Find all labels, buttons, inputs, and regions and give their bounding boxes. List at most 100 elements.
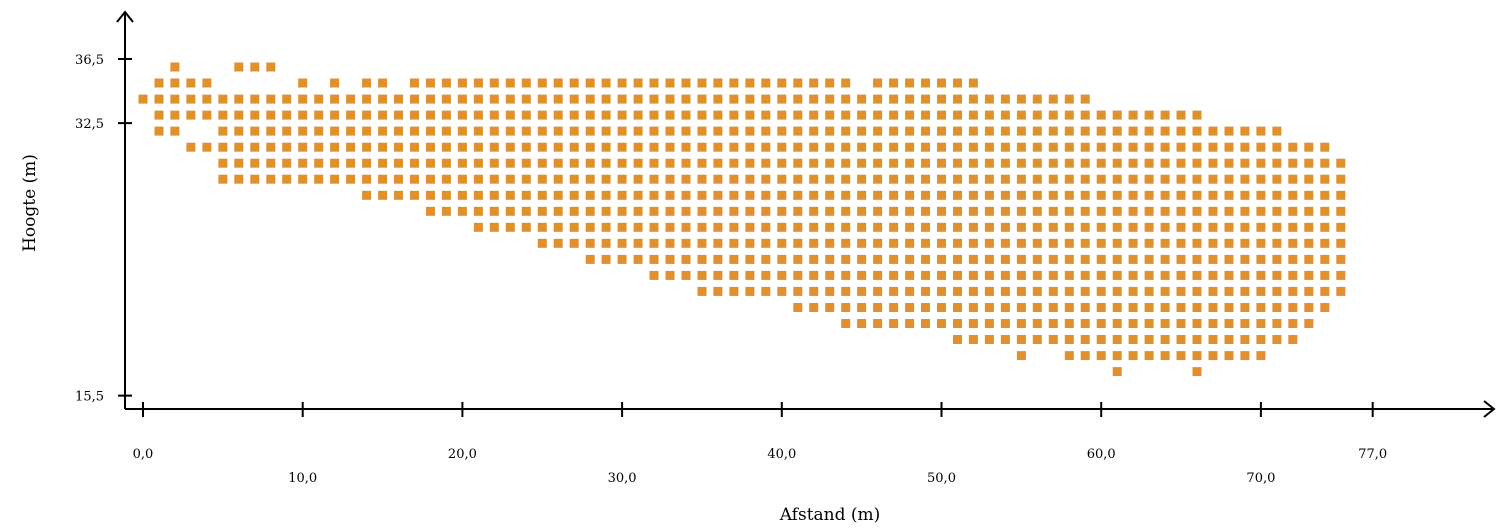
data-point <box>202 78 212 88</box>
data-point <box>825 78 835 88</box>
data-point <box>745 110 755 120</box>
data-point <box>681 270 691 280</box>
data-point <box>234 142 244 152</box>
data-point <box>633 174 643 184</box>
data-point <box>681 126 691 136</box>
data-point <box>681 142 691 152</box>
data-point <box>1320 174 1330 184</box>
data-point <box>601 190 611 200</box>
data-point <box>697 126 707 136</box>
data-point <box>170 62 180 72</box>
data-point <box>537 238 547 248</box>
data-point <box>777 270 787 280</box>
data-point <box>489 110 499 120</box>
data-point <box>585 254 595 264</box>
data-point <box>1224 319 1234 328</box>
data-point <box>1016 254 1026 264</box>
data-point <box>777 190 787 200</box>
data-point <box>1080 286 1090 296</box>
data-point <box>825 94 835 104</box>
x-tick-label: 40,0 <box>767 447 796 462</box>
data-point <box>793 174 803 184</box>
data-point <box>1320 222 1330 232</box>
data-point <box>905 142 915 152</box>
data-point <box>873 110 883 120</box>
data-point <box>1240 335 1250 344</box>
data-point <box>937 222 946 232</box>
data-point <box>266 158 276 168</box>
data-point <box>1256 222 1266 232</box>
data-point <box>473 206 483 216</box>
data-point <box>777 174 787 184</box>
data-point <box>441 158 451 168</box>
data-point <box>1112 335 1122 344</box>
data-point <box>761 238 771 248</box>
data-point <box>1064 222 1074 232</box>
data-point <box>873 142 883 152</box>
data-point <box>841 126 851 136</box>
data-point <box>1128 222 1138 232</box>
data-point <box>889 78 899 88</box>
data-point <box>984 319 994 328</box>
data-point <box>1016 286 1026 296</box>
data-point <box>457 174 467 184</box>
data-point <box>633 126 643 136</box>
data-point <box>1208 142 1218 152</box>
data-point <box>873 303 883 312</box>
data-point <box>745 158 755 168</box>
data-point <box>1000 238 1010 248</box>
data-point <box>1032 286 1042 296</box>
data-point <box>921 126 930 136</box>
data-point <box>441 110 451 120</box>
data-point <box>553 142 563 152</box>
data-point <box>1208 319 1218 328</box>
data-point <box>1016 126 1026 136</box>
data-point <box>809 78 819 88</box>
data-point <box>1176 270 1186 280</box>
data-point <box>1128 351 1138 361</box>
data-point <box>1128 110 1138 120</box>
data-point <box>713 174 723 184</box>
data-point <box>968 126 978 136</box>
data-point <box>298 110 308 120</box>
data-point <box>713 270 723 280</box>
data-point <box>1256 286 1266 296</box>
data-point <box>489 174 499 184</box>
data-point <box>250 126 260 136</box>
data-point <box>968 94 978 104</box>
data-point <box>968 190 978 200</box>
data-point <box>426 190 435 200</box>
data-point <box>1176 206 1186 216</box>
data-point <box>489 222 499 232</box>
data-point <box>346 126 356 136</box>
data-point <box>649 158 659 168</box>
data-point <box>953 206 962 216</box>
data-point <box>266 110 276 120</box>
data-point <box>1160 303 1170 312</box>
data-point <box>1144 190 1154 200</box>
data-point <box>457 206 467 216</box>
data-point <box>889 94 899 104</box>
data-point <box>1128 303 1138 312</box>
data-point <box>1064 286 1074 296</box>
data-point <box>745 78 755 88</box>
data-point <box>841 158 851 168</box>
data-point <box>968 78 978 88</box>
data-point <box>537 94 547 104</box>
data-point <box>905 78 915 88</box>
data-point <box>984 142 994 152</box>
data-point <box>1048 319 1058 328</box>
data-point <box>1016 222 1026 232</box>
data-point <box>873 78 883 88</box>
data-point <box>1272 158 1282 168</box>
data-point <box>665 94 675 104</box>
data-point <box>617 206 627 216</box>
data-point <box>1032 158 1042 168</box>
data-point <box>1240 174 1250 184</box>
data-point <box>841 286 851 296</box>
data-point <box>489 158 499 168</box>
data-point <box>857 126 867 136</box>
data-point <box>777 222 787 232</box>
data-point <box>1000 94 1010 104</box>
data-point <box>1304 319 1314 328</box>
